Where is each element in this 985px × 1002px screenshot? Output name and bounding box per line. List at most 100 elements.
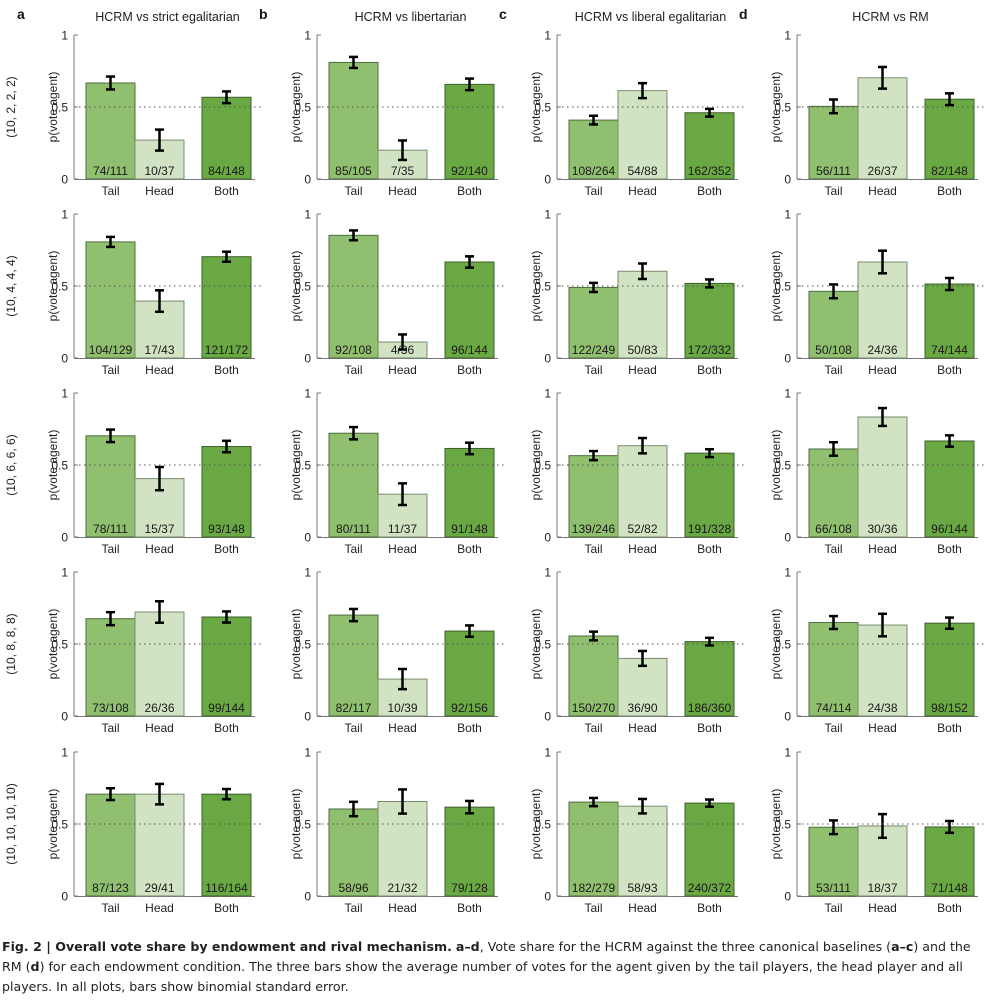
y-tick-label: 1 <box>304 208 311 222</box>
panel-title-a: HCRM vs strict egalitarian <box>95 10 240 24</box>
bar-tail <box>328 614 379 717</box>
panel-letter-a: a <box>17 6 25 22</box>
bar-count-label: 74/114 <box>816 701 852 715</box>
y-tick-label: 0.5 <box>534 280 551 294</box>
bar-head <box>857 416 908 538</box>
endowment-label: (10, 10, 10, 10) <box>4 783 18 864</box>
y-tick-label: 1 <box>544 29 551 43</box>
bar-head <box>617 90 668 180</box>
bar-both <box>924 283 975 359</box>
bar-count-label: 182/279 <box>572 881 616 895</box>
bar-count-label: 53/111 <box>816 881 851 895</box>
y-tick-label: 0 <box>544 352 551 366</box>
x-tick-label: Both <box>937 721 962 735</box>
y-tick-label: 0.5 <box>294 101 311 115</box>
bar-both <box>444 630 495 717</box>
y-axis-label: p(vote agent) <box>529 609 543 680</box>
caption-abc: a–c <box>891 939 914 954</box>
y-tick-label: 1 <box>544 566 551 580</box>
x-tick-label: Both <box>457 901 482 915</box>
caption-text-2: ) and the RM ( <box>2 939 971 974</box>
bar-both <box>201 96 252 180</box>
bar-count-label: 24/38 <box>867 701 897 715</box>
x-tick-label: Head <box>628 363 657 377</box>
x-tick-label: Tail <box>101 542 119 556</box>
x-tick-label: Both <box>214 184 239 198</box>
x-tick-label: Head <box>628 721 657 735</box>
bar-count-label: 92/140 <box>451 164 488 178</box>
panel-title-c: HCRM vs liberal egalitarian <box>575 10 726 24</box>
bar-both <box>444 83 495 180</box>
bar-tail <box>85 82 136 180</box>
bar-count-label: 150/270 <box>572 701 616 715</box>
panel-title-d: HCRM vs RM <box>852 10 928 24</box>
panel-letter-c: c <box>499 6 507 22</box>
bar-both <box>201 446 252 538</box>
bar-tail <box>808 826 859 897</box>
chart-grid: a HCRM vs strict egalitarian b HCRM vs libe… <box>4 6 984 915</box>
x-tick-label: Tail <box>101 901 119 915</box>
bar-tail <box>85 435 136 538</box>
x-tick-label: Head <box>868 721 897 735</box>
x-tick-label: Both <box>697 542 722 556</box>
bar-count-label: 172/332 <box>688 343 732 357</box>
bar-count-label: 18/37 <box>867 881 897 895</box>
y-tick-label: 1 <box>61 566 68 580</box>
y-tick-label: 1 <box>61 746 68 760</box>
endowment-label: (10, 4, 4, 4) <box>4 255 18 316</box>
y-axis-label: p(vote agent) <box>46 789 60 860</box>
bar-both <box>201 793 252 897</box>
x-tick-label: Tail <box>824 363 842 377</box>
x-tick-label: Both <box>457 363 482 377</box>
bar-count-label: 85/105 <box>335 164 372 178</box>
y-axis-label: p(vote agent) <box>46 251 60 322</box>
bar-count-label: 92/108 <box>335 343 372 357</box>
y-tick-label: 0 <box>61 710 68 724</box>
x-tick-label: Head <box>868 184 897 198</box>
y-tick-label: 0 <box>784 352 791 366</box>
y-tick-label: 0.5 <box>774 101 791 115</box>
y-tick-label: 1 <box>544 746 551 760</box>
endowment-label: (10, 2, 2, 2) <box>4 76 18 137</box>
bar-head <box>134 611 185 717</box>
y-tick-label: 0 <box>304 531 311 545</box>
y-axis-label: p(vote agent) <box>529 72 543 143</box>
y-tick-label: 0 <box>544 173 551 187</box>
x-tick-label: Tail <box>344 542 362 556</box>
bar-tail <box>328 234 379 359</box>
bar-head <box>617 657 668 717</box>
bar-count-label: 96/144 <box>451 343 488 357</box>
x-tick-label: Both <box>457 721 482 735</box>
bar-count-label: 26/37 <box>867 164 897 178</box>
y-tick-label: 0.5 <box>774 280 791 294</box>
y-tick-label: 1 <box>784 29 791 43</box>
y-tick-label: 0.5 <box>294 818 311 832</box>
y-tick-label: 0 <box>61 173 68 187</box>
bar-both <box>924 440 975 538</box>
x-tick-label: Head <box>145 901 174 915</box>
x-tick-label: Head <box>388 721 417 735</box>
x-tick-label: Both <box>937 901 962 915</box>
y-tick-label: 1 <box>784 746 791 760</box>
bar-count-label: 73/108 <box>92 701 129 715</box>
bar-count-label: 139/246 <box>572 522 616 536</box>
x-tick-label: Tail <box>344 184 362 198</box>
bar-count-label: 74/111 <box>93 164 128 178</box>
x-tick-label: Tail <box>824 184 842 198</box>
y-tick-label: 0.5 <box>534 459 551 473</box>
x-tick-label: Both <box>697 901 722 915</box>
bar-count-label: 79/128 <box>451 881 488 895</box>
bar-count-label: 26/36 <box>144 701 174 715</box>
y-tick-label: 0 <box>784 710 791 724</box>
x-tick-label: Tail <box>824 721 842 735</box>
x-tick-label: Tail <box>344 721 362 735</box>
x-tick-label: Head <box>388 901 417 915</box>
bar-head <box>857 261 908 359</box>
y-tick-label: 0 <box>304 173 311 187</box>
bar-head <box>617 445 668 538</box>
x-tick-label: Both <box>937 363 962 377</box>
bar-head <box>617 805 668 897</box>
x-tick-label: Head <box>145 184 174 198</box>
y-tick-label: 1 <box>784 208 791 222</box>
bar-tail <box>568 635 619 717</box>
